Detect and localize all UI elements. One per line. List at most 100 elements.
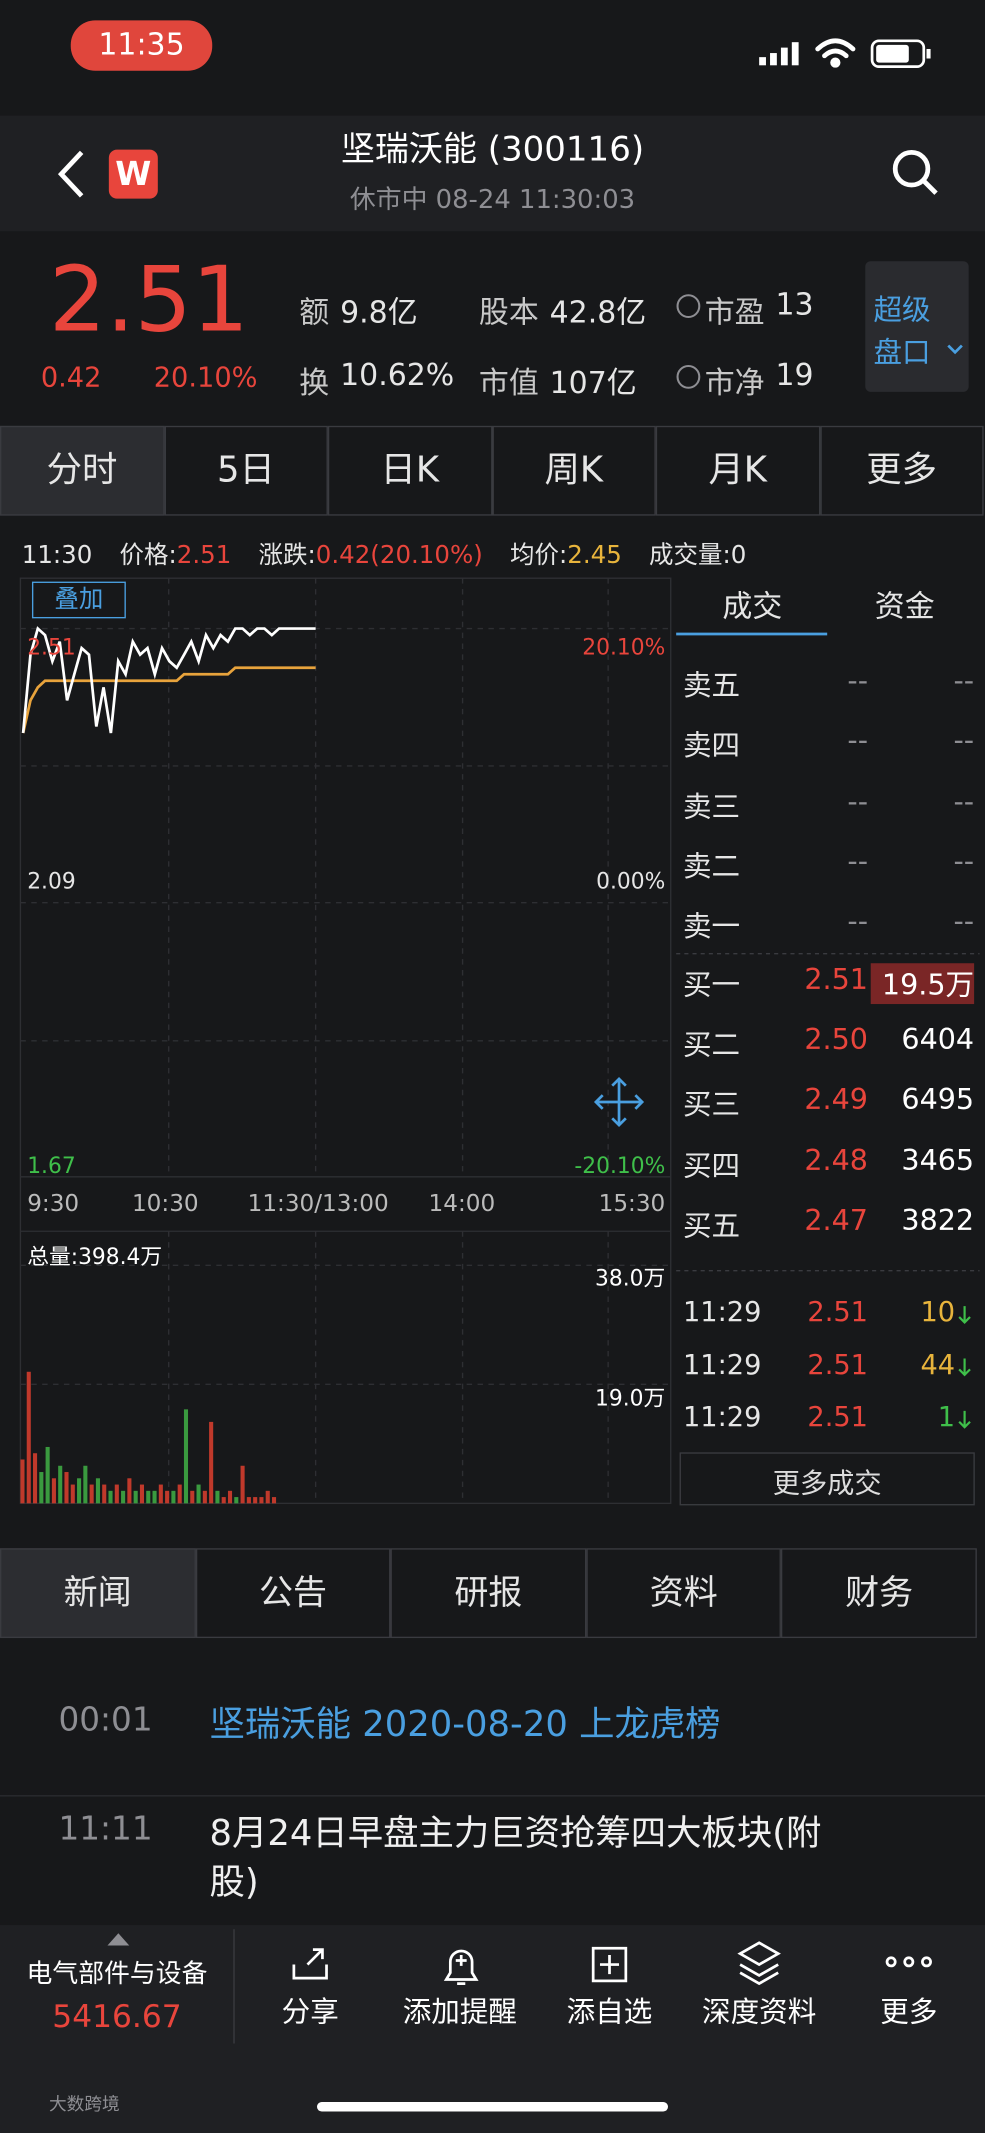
- book-price: 2.47: [804, 1203, 868, 1237]
- book-price: --: [847, 844, 868, 878]
- period-tab[interactable]: 周K: [491, 425, 656, 516]
- volume-bar: [139, 1484, 145, 1504]
- period-tab[interactable]: 月K: [655, 425, 820, 516]
- period-tab-selected[interactable]: 分时: [0, 425, 164, 516]
- period-tab[interactable]: 日K: [327, 425, 492, 516]
- volume-bar: [146, 1490, 151, 1504]
- super-panel-label[interactable]: 超级: [873, 293, 931, 327]
- volume-bar: [51, 1478, 56, 1504]
- volume-bar: [240, 1465, 245, 1504]
- action-label[interactable]: 更多: [880, 1995, 938, 2029]
- book-volume: --: [953, 663, 975, 697]
- market-status: 休市中 08-24 11:30:03: [349, 185, 636, 215]
- super-panel-box[interactable]: [865, 261, 969, 392]
- trade-volume: 10: [920, 1295, 956, 1328]
- sector-name[interactable]: 电气部件与设备: [26, 1959, 208, 1990]
- news-title[interactable]: 坚瑞沃能 2020-08-20 上龙虎榜: [209, 1704, 721, 1746]
- info-value: 2.51: [176, 541, 232, 571]
- book-label: 买四: [682, 1149, 741, 1182]
- volume-bar: [133, 1490, 138, 1504]
- overlay-button[interactable]: [31, 581, 126, 619]
- app-logo-text: W: [115, 155, 152, 194]
- book-label: 买三: [682, 1088, 741, 1122]
- info-time: 11:30: [21, 541, 93, 571]
- price-line: [21, 626, 316, 734]
- down-arrow: [958, 1410, 971, 1429]
- book-tab[interactable]: 资金: [874, 590, 935, 625]
- period-tab[interactable]: 5日: [163, 425, 328, 516]
- pct-tick-label: -20.10%: [574, 1152, 666, 1179]
- info-label: 价格:: [119, 541, 177, 571]
- action-label[interactable]: 添自选: [566, 1995, 653, 2029]
- action-label[interactable]: 分享: [281, 1995, 339, 2029]
- chevron: [947, 344, 963, 355]
- volume-bar: [265, 1490, 270, 1504]
- period-tab[interactable]: 更多: [819, 425, 984, 516]
- volume-tick-label: 38.0万: [595, 1265, 666, 1292]
- book-tab[interactable]: 成交: [722, 590, 783, 625]
- volume-bar: [271, 1497, 277, 1504]
- volume-bar: [158, 1484, 163, 1504]
- super-panel-label[interactable]: 盘口: [873, 336, 931, 369]
- total-volume: 总量:398.4万: [27, 1243, 163, 1270]
- volume-bar: [77, 1478, 82, 1504]
- book-price: --: [847, 904, 868, 938]
- info-label: 均价:: [510, 541, 568, 571]
- back-button[interactable]: [57, 150, 84, 198]
- more-trades-button[interactable]: [679, 1452, 975, 1506]
- news-tab[interactable]: 公告: [195, 1548, 391, 1639]
- book-price: 2.49: [804, 1083, 868, 1117]
- volume-bar: [127, 1478, 132, 1504]
- trade-volume: 44: [920, 1347, 956, 1381]
- action-label[interactable]: 添加提醒: [402, 1995, 517, 2029]
- stat-label: 额: [299, 296, 330, 331]
- news-tab[interactable]: 资料: [586, 1548, 782, 1639]
- book-label: 卖五: [682, 669, 741, 703]
- price-tick-label: 2.51: [27, 633, 76, 660]
- volume-bar: [183, 1409, 189, 1504]
- book-label: 买五: [682, 1209, 741, 1242]
- sector-index[interactable]: 5416.67: [52, 1999, 182, 2036]
- volume-bar: [83, 1465, 88, 1504]
- watermark: 大数跨境: [48, 2095, 120, 2116]
- volume-bar: [152, 1490, 157, 1504]
- overlay-label[interactable]: 叠加: [54, 585, 104, 614]
- volume-bar: [234, 1497, 239, 1504]
- volume-bar: [221, 1497, 226, 1504]
- book-price: --: [847, 784, 868, 818]
- book-volume: 19.5万: [870, 963, 975, 1005]
- info-label: 成交量:: [649, 541, 731, 571]
- stat-value: 107亿: [549, 367, 637, 402]
- status-time: 11:35: [98, 28, 185, 63]
- volume-bar: [95, 1478, 100, 1504]
- stat-label: 市净: [704, 367, 765, 402]
- book-label: 买一: [682, 968, 741, 1002]
- volume-bar: [165, 1490, 170, 1504]
- book-volume: --: [953, 784, 975, 818]
- volume-bar: [89, 1484, 94, 1504]
- search-button[interactable]: [892, 149, 938, 195]
- volume-bar: [108, 1490, 113, 1504]
- stat-label: 换: [299, 367, 330, 402]
- book-label: 卖三: [682, 789, 741, 823]
- crosshair-icon[interactable]: [593, 1076, 645, 1128]
- more-trades[interactable]: 更多成交: [772, 1466, 882, 1500]
- news-tab[interactable]: 财务: [781, 1548, 977, 1639]
- pct-tick-label: 0.00%: [596, 867, 666, 894]
- volume-bar: [45, 1446, 50, 1504]
- news-tab-selected[interactable]: 新闻: [0, 1548, 196, 1639]
- news-title[interactable]: 8月24日早盘主力巨资抢筹四大板块(附股): [209, 1813, 822, 1904]
- book-label: 卖二: [682, 850, 741, 883]
- volume-bar: [70, 1484, 75, 1504]
- info-bar: 11:30 价格:2.51 涨跌:0.42(20.10%) 均价:2.45 成交量:0: [22, 536, 747, 571]
- stat-value: 9.8亿: [340, 296, 418, 331]
- action-label[interactable]: 深度资料: [702, 1995, 817, 2029]
- nav-bar: [0, 115, 985, 232]
- book-price: --: [847, 663, 868, 697]
- last-price: 2.51: [48, 247, 249, 353]
- stock-title: 坚瑞沃能 (300116): [340, 129, 645, 169]
- time-label: 11:30/13:00: [247, 1190, 389, 1218]
- volume-bar: [121, 1490, 126, 1504]
- news-tab[interactable]: 研报: [390, 1548, 587, 1639]
- price-change: 0.42: [40, 360, 102, 394]
